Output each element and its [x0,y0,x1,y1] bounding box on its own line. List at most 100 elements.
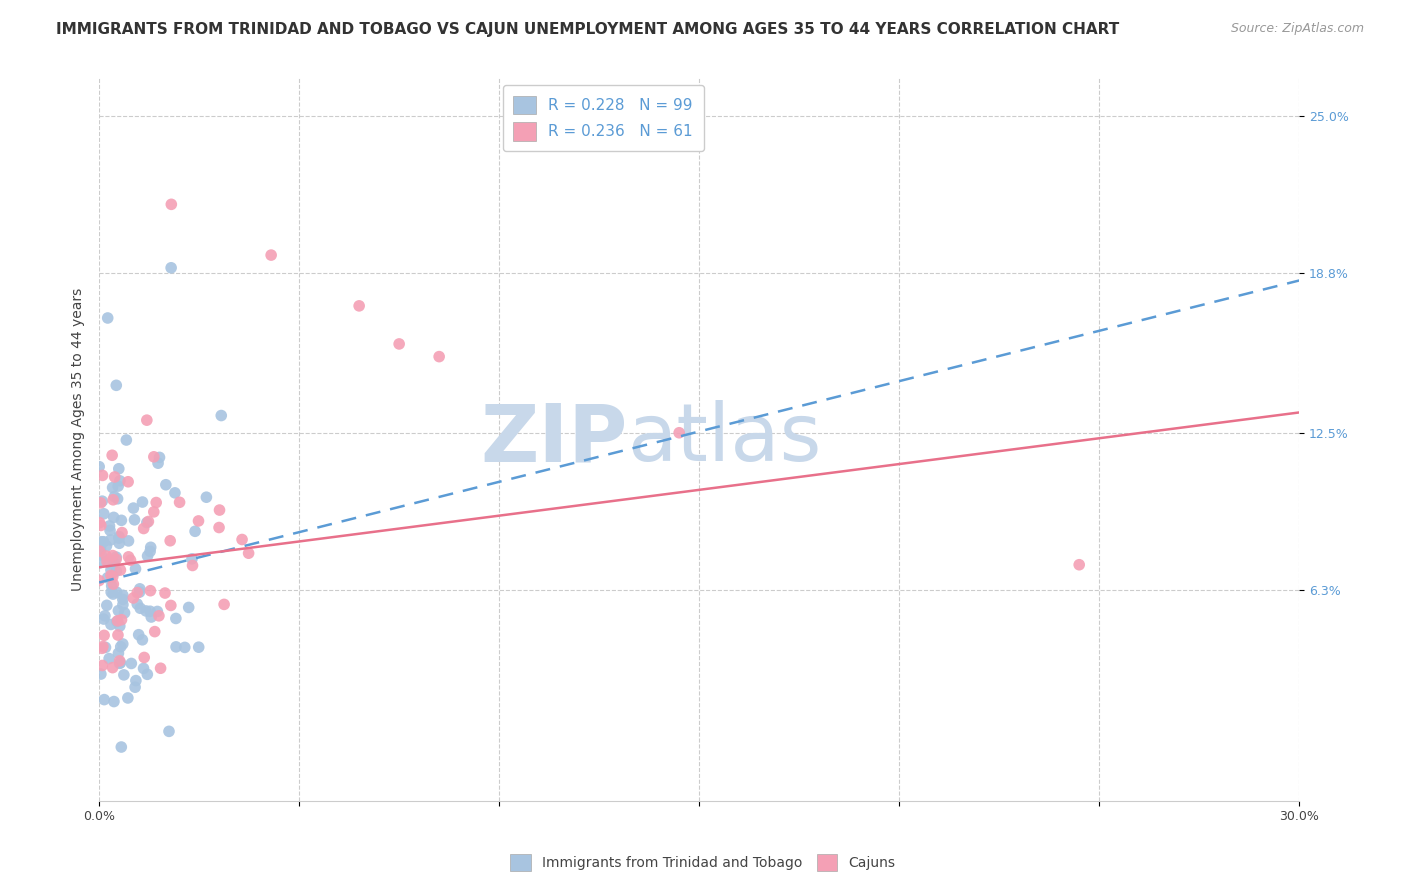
Point [143,624,166,639]
Point [120,553,142,567]
Point [108,657,131,671]
Point [128,628,150,642]
Point [91,641,114,656]
Point [107,491,129,506]
Point [129,601,152,615]
Point [181,552,204,566]
Point [103,490,125,504]
Point [111,525,134,540]
Point [132,661,155,675]
Point [107,628,129,642]
Point [124,680,146,694]
Text: ZIP: ZIP [479,401,627,478]
Point [159,533,181,548]
Point [98,519,121,533]
Point [127,597,149,611]
Point [347,299,370,313]
Point [208,520,231,534]
Point [181,558,204,573]
Point [89,574,111,588]
Point [96,599,118,613]
Point [110,513,132,527]
Point [101,660,124,674]
Point [103,577,125,591]
Point [101,570,124,584]
Point [101,587,124,601]
Point [124,562,146,576]
Point [117,690,139,705]
Point [90,667,112,681]
Point [117,533,139,548]
Point [160,197,183,211]
Point [139,541,162,555]
Point [165,611,187,625]
Point [105,585,128,599]
Point [160,260,183,275]
Point [124,513,146,527]
Point [97,310,120,325]
Point [122,591,145,605]
Point [89,516,111,530]
Point [100,585,122,599]
Point [120,657,142,671]
Point [668,425,690,440]
Point [105,552,128,566]
Point [96,549,118,563]
Point [187,514,209,528]
Point [93,612,115,626]
Point [142,450,165,464]
Point [100,563,122,577]
Point [89,544,111,558]
Point [105,615,128,629]
Point [128,585,150,599]
Point [141,610,163,624]
Point [135,516,157,530]
Point [110,739,132,754]
Point [132,522,155,536]
Point [115,433,138,447]
Point [163,486,186,500]
Point [90,548,112,562]
Text: atlas: atlas [627,401,821,478]
Point [90,496,112,510]
Point [91,494,114,508]
Point [136,667,159,681]
Point [104,470,127,484]
Point [100,617,122,632]
Point [148,450,170,465]
Point [136,549,159,563]
Point [89,459,111,474]
Point [138,515,160,529]
Point [96,539,118,553]
Point [100,579,122,593]
Point [91,468,114,483]
Point [165,640,187,654]
Point [128,582,150,596]
Point [110,640,132,654]
Point [93,534,115,549]
Point [100,533,122,547]
Point [90,534,112,549]
Point [107,646,129,660]
Point [238,546,260,560]
Legend: R = 0.228   N = 99, R = 0.236   N = 61: R = 0.228 N = 99, R = 0.236 N = 61 [502,85,704,152]
Point [105,550,128,565]
Point [111,598,134,612]
Point [107,479,129,493]
Point [94,640,117,655]
Point [114,606,136,620]
Point [96,555,118,569]
Point [98,556,121,570]
Point [111,588,134,602]
Point [110,656,132,670]
Point [208,503,231,517]
Point [93,507,115,521]
Point [117,475,139,489]
Point [177,600,200,615]
Point [105,378,128,392]
Point [100,568,122,582]
Point [111,637,134,651]
Point [145,495,167,509]
Point [134,650,156,665]
Point [103,556,125,570]
